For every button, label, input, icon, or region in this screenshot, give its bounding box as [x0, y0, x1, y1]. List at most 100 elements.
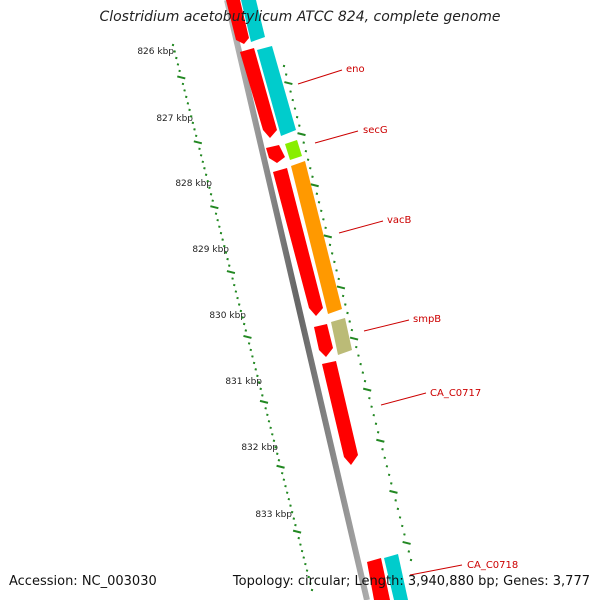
scale-minor-tick: [209, 193, 213, 196]
scale-minor-tick: [252, 361, 256, 365]
outer-minor-tick: [350, 328, 354, 332]
outer-minor-tick: [381, 448, 384, 451]
outer-minor-tick: [315, 192, 319, 195]
outer-major-tick: [376, 438, 385, 443]
scale-minor-tick: [299, 543, 302, 546]
leader-line: [363, 319, 410, 332]
scale-minor-tick: [292, 517, 296, 520]
outer-minor-tick: [335, 269, 338, 272]
scale-minor-tick: [181, 82, 185, 86]
cds-feature: [314, 324, 333, 357]
outer-minor-tick: [282, 64, 286, 68]
cds-feature: [226, 0, 249, 44]
scale-minor-tick: [239, 309, 243, 313]
outer-minor-tick: [368, 396, 371, 400]
outer-minor-tick: [348, 320, 351, 323]
gene-eno: [257, 46, 296, 136]
scale-minor-tick: [224, 251, 228, 254]
scale-minor-tick: [271, 433, 274, 436]
scale-label-828: 828 kbp: [175, 179, 212, 189]
gene-labels: eno secG vacB smpB CA_C0717 CA_C0718: [297, 64, 518, 576]
outer-major-tick: [297, 132, 306, 137]
gene-secG: [285, 140, 302, 160]
scale-minor-tick: [280, 471, 284, 475]
scale-minor-tick: [208, 186, 211, 189]
leader-line: [314, 130, 359, 144]
outer-minor-tick: [359, 362, 362, 366]
scale-major-tick: [226, 270, 236, 275]
outer-minor-tick: [284, 73, 288, 76]
scale-label-830: 830 kbp: [209, 311, 246, 321]
scale-minor-tick: [178, 69, 181, 73]
scale-major-tick: [243, 334, 252, 339]
scale-minor-tick: [264, 407, 267, 410]
outer-minor-tick: [295, 115, 299, 119]
outer-minor-tick: [309, 166, 312, 170]
scale-minor-tick: [194, 134, 198, 138]
gene-label-CA_C0717: CA_C0717: [430, 388, 481, 399]
scale-label-832: 832 kbp: [241, 443, 278, 453]
gene-track: [241, 0, 408, 600]
outer-minor-tick: [383, 456, 386, 460]
gene-eno-top: [241, 0, 265, 42]
outer-major-tick: [389, 489, 398, 494]
outer-minor-tick: [344, 303, 347, 306]
scale-minor-tick: [218, 225, 221, 228]
scale-minor-tick: [304, 562, 307, 566]
scale-minor-tick: [247, 342, 251, 345]
scale-major-tick: [259, 399, 269, 404]
outer-minor-tick: [337, 277, 340, 281]
cds-feature: [273, 168, 323, 316]
scale-minor-tick: [309, 582, 312, 585]
cds-feature: [240, 48, 277, 138]
scale-minor-tick: [191, 121, 195, 125]
scale-minor-tick: [236, 296, 239, 300]
scale-minor-tick: [251, 355, 254, 358]
scale-minor-tick: [257, 381, 261, 384]
scale-major-tick: [193, 140, 203, 145]
scale-minor-tick: [228, 264, 231, 267]
scale-minor-tick: [171, 43, 175, 47]
scale-label-829: 829 kbp: [192, 245, 229, 255]
gene-smpB: [331, 318, 352, 355]
scale-minor-tick: [201, 160, 205, 164]
outer-minor-tick: [385, 465, 389, 468]
scale-minor-tick: [193, 128, 196, 131]
outer-minor-tick: [341, 294, 345, 298]
scale-minor-tick: [216, 218, 219, 222]
scale-minor-tick: [176, 63, 180, 66]
gene-label-smpB: smpB: [413, 314, 441, 325]
outer-minor-tick: [311, 175, 314, 178]
outer-minor-tick: [306, 158, 310, 161]
outer-major-tick: [362, 387, 372, 392]
outer-minor-tick: [387, 473, 391, 477]
scale-minor-tick: [276, 452, 279, 455]
outer-minor-tick: [409, 558, 413, 562]
outer-minor-tick: [357, 354, 360, 357]
leader-line: [409, 564, 463, 576]
outer-major-tick: [310, 183, 319, 188]
outer-minor-tick: [363, 379, 367, 383]
scale-minor-tick: [261, 394, 264, 397]
scale-minor-tick: [294, 523, 297, 527]
scale-minor-tick: [204, 173, 208, 176]
scale-minor-tick: [285, 491, 289, 494]
outer-minor-tick: [304, 149, 308, 153]
outer-minor-tick: [361, 371, 365, 374]
scale-minor-tick: [282, 478, 286, 481]
cds-feature: [367, 558, 390, 600]
scale-minor-tick: [274, 446, 277, 449]
scale-minor-tick: [259, 387, 262, 391]
outer-major-tick: [336, 285, 346, 290]
scale-minor-tick: [305, 569, 309, 572]
outer-minor-tick: [289, 90, 292, 93]
scale-minor-tick: [242, 322, 246, 326]
scale-minor-tick: [221, 238, 224, 241]
scale-minor-tick: [256, 374, 259, 378]
scale-major-tick: [292, 529, 302, 534]
scale-minor-tick: [175, 56, 178, 60]
scale-minor-tick: [232, 283, 236, 287]
outer-minor-tick: [403, 533, 406, 536]
scale-minor-tick: [183, 89, 186, 92]
